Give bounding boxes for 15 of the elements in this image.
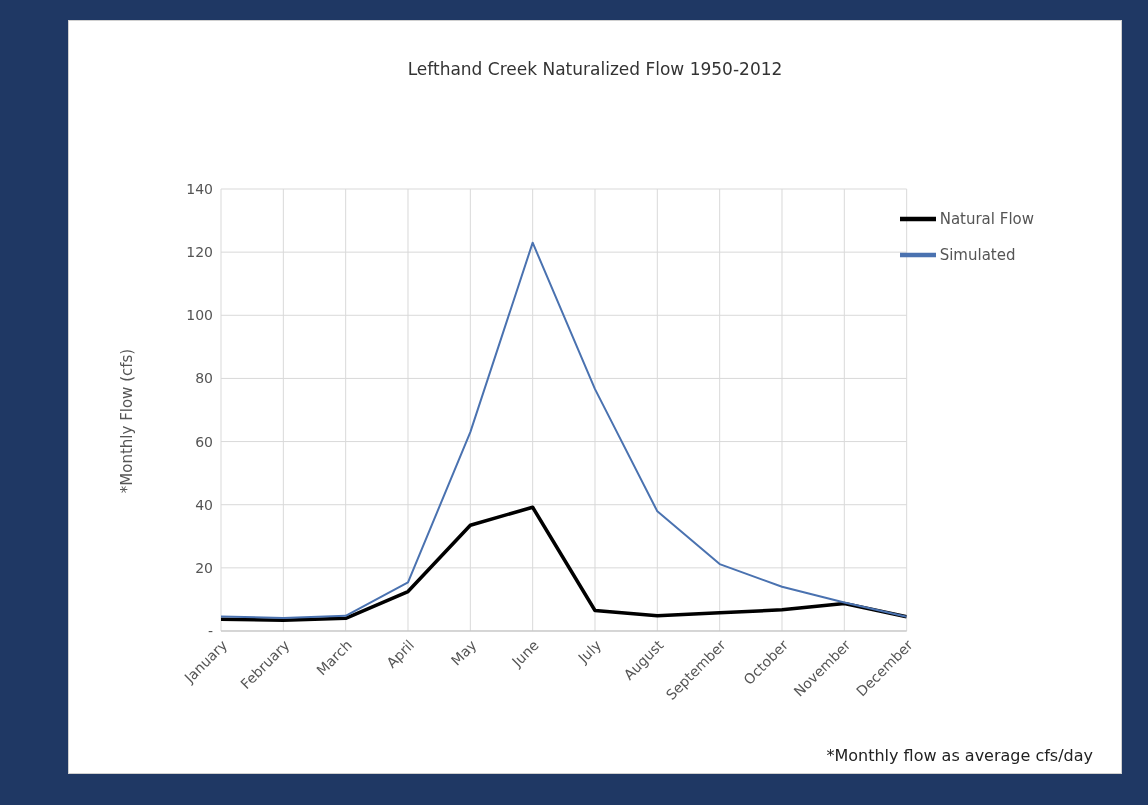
y-axis-title: *Monthly Flow (cfs)	[118, 348, 136, 494]
y-tick-label: 100	[186, 307, 213, 324]
line-series	[221, 505, 907, 623]
line-series	[221, 241, 907, 620]
legend-label: Simulated	[939, 245, 1016, 264]
y-tick-label: 120	[186, 244, 213, 261]
y-tick-label: -	[207, 622, 213, 639]
y-tick-label: 80	[195, 370, 213, 387]
legend-label: Natural Flow	[939, 209, 1034, 228]
y-tick-label: 60	[195, 433, 213, 450]
y-tick-label: 140	[186, 180, 213, 197]
y-tick-label: 20	[195, 559, 213, 576]
text: *Monthly flow as average cfs/day	[826, 746, 1093, 765]
chart-title: Lefthand Creek Naturalized Flow 1950-2012	[406, 59, 784, 79]
y-tick-label: 40	[195, 496, 213, 513]
